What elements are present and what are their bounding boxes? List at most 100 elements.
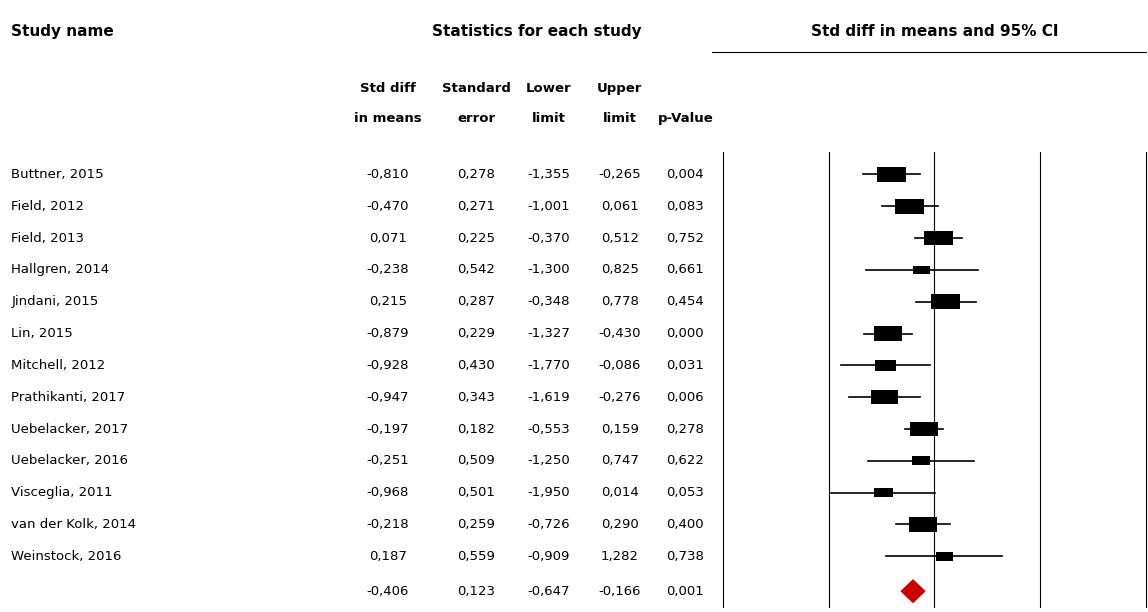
Text: -0,553: -0,553: [527, 422, 571, 436]
Bar: [874, 326, 902, 341]
Text: Hallgren, 2014: Hallgren, 2014: [11, 263, 109, 277]
Text: 0,061: 0,061: [602, 200, 638, 213]
Text: Standard: Standard: [442, 82, 511, 95]
Text: 0,512: 0,512: [600, 231, 639, 245]
Text: -0,370: -0,370: [527, 231, 571, 245]
Text: 0,225: 0,225: [457, 231, 496, 245]
Text: 0,290: 0,290: [602, 518, 638, 531]
Text: 0,031: 0,031: [667, 359, 704, 372]
Text: -1,770: -1,770: [527, 359, 571, 372]
Text: 0,215: 0,215: [369, 295, 408, 308]
Text: 0,187: 0,187: [370, 550, 406, 563]
Text: -0,251: -0,251: [366, 454, 410, 468]
Text: -1,950: -1,950: [527, 486, 571, 499]
Text: -0,810: -0,810: [366, 168, 410, 181]
Text: 0,123: 0,123: [457, 584, 496, 598]
Text: limit: limit: [532, 113, 566, 125]
Text: 0,825: 0,825: [602, 263, 638, 277]
Text: 0,014: 0,014: [602, 486, 638, 499]
Text: -0,430: -0,430: [598, 327, 642, 340]
Text: -0,265: -0,265: [598, 168, 642, 181]
Text: -0,909: -0,909: [528, 550, 569, 563]
Text: -0,218: -0,218: [366, 518, 410, 531]
Text: -0,647: -0,647: [527, 584, 571, 598]
Text: 0,271: 0,271: [457, 200, 496, 213]
Text: Statistics for each study: Statistics for each study: [432, 24, 642, 40]
Text: Weinstock, 2016: Weinstock, 2016: [11, 550, 122, 563]
Text: Mitchell, 2012: Mitchell, 2012: [11, 359, 106, 372]
Text: 0,559: 0,559: [458, 550, 495, 563]
Text: Buttner, 2015: Buttner, 2015: [11, 168, 104, 181]
Text: 0,738: 0,738: [667, 550, 704, 563]
Text: 0,006: 0,006: [667, 390, 704, 404]
Bar: [936, 552, 953, 561]
Text: 0,001: 0,001: [667, 584, 704, 598]
Text: 0,454: 0,454: [667, 295, 704, 308]
Bar: [908, 517, 937, 532]
Text: Field, 2013: Field, 2013: [11, 231, 85, 245]
Text: Uebelacker, 2017: Uebelacker, 2017: [11, 422, 129, 436]
Text: Upper: Upper: [597, 82, 643, 95]
Text: Std diff in means and 95% CI: Std diff in means and 95% CI: [810, 24, 1058, 40]
Text: 0,259: 0,259: [458, 518, 495, 531]
Bar: [871, 390, 898, 404]
Text: -0,968: -0,968: [367, 486, 409, 499]
Bar: [875, 360, 897, 371]
Text: 0,004: 0,004: [667, 168, 704, 181]
Text: 0,278: 0,278: [667, 422, 704, 436]
Text: -1,355: -1,355: [527, 168, 571, 181]
Text: Std diff: Std diff: [360, 82, 416, 95]
Bar: [913, 456, 930, 466]
Text: -1,327: -1,327: [527, 327, 571, 340]
Text: -0,928: -0,928: [366, 359, 410, 372]
Text: Visceglia, 2011: Visceglia, 2011: [11, 486, 113, 499]
Text: Lower: Lower: [526, 82, 572, 95]
Text: Study name: Study name: [11, 24, 115, 40]
Text: -1,001: -1,001: [527, 200, 571, 213]
Text: -0,197: -0,197: [366, 422, 410, 436]
Text: 0,182: 0,182: [458, 422, 495, 436]
Text: 0,159: 0,159: [602, 422, 638, 436]
Text: -1,300: -1,300: [527, 263, 571, 277]
Bar: [874, 488, 892, 498]
Text: 0,752: 0,752: [666, 231, 705, 245]
Text: 0,071: 0,071: [370, 231, 406, 245]
Bar: [895, 199, 924, 214]
Text: 0,542: 0,542: [458, 263, 495, 277]
Text: 0,343: 0,343: [458, 390, 495, 404]
Text: 0,229: 0,229: [458, 327, 495, 340]
Text: -1,250: -1,250: [527, 454, 571, 468]
Bar: [931, 294, 960, 309]
Bar: [877, 167, 906, 182]
Text: Prathikanti, 2017: Prathikanti, 2017: [11, 390, 126, 404]
Bar: [909, 422, 938, 436]
Text: Jindani, 2015: Jindani, 2015: [11, 295, 99, 308]
Text: -0,947: -0,947: [366, 390, 410, 404]
Text: -0,470: -0,470: [366, 200, 410, 213]
Text: p-Value: p-Value: [658, 113, 713, 125]
Text: 0,278: 0,278: [458, 168, 495, 181]
Text: -0,086: -0,086: [599, 359, 641, 372]
Text: Field, 2012: Field, 2012: [11, 200, 85, 213]
Text: 0,778: 0,778: [602, 295, 638, 308]
Text: 0,661: 0,661: [667, 263, 704, 277]
Text: 0,622: 0,622: [667, 454, 704, 468]
Text: 0,747: 0,747: [602, 454, 638, 468]
Text: 0,509: 0,509: [458, 454, 495, 468]
Bar: [924, 231, 953, 245]
Text: 1,282: 1,282: [600, 550, 639, 563]
Text: -0,879: -0,879: [366, 327, 410, 340]
Text: in means: in means: [355, 113, 421, 125]
Text: 0,000: 0,000: [667, 327, 704, 340]
Bar: [914, 266, 930, 274]
Text: -1,619: -1,619: [527, 390, 571, 404]
Text: 0,053: 0,053: [667, 486, 704, 499]
Text: -0,276: -0,276: [598, 390, 642, 404]
Polygon shape: [900, 579, 925, 603]
Text: -0,406: -0,406: [367, 584, 409, 598]
Text: -0,166: -0,166: [598, 584, 642, 598]
Text: limit: limit: [603, 113, 637, 125]
Text: Lin, 2015: Lin, 2015: [11, 327, 73, 340]
Text: 0,430: 0,430: [458, 359, 495, 372]
Text: 0,501: 0,501: [458, 486, 495, 499]
